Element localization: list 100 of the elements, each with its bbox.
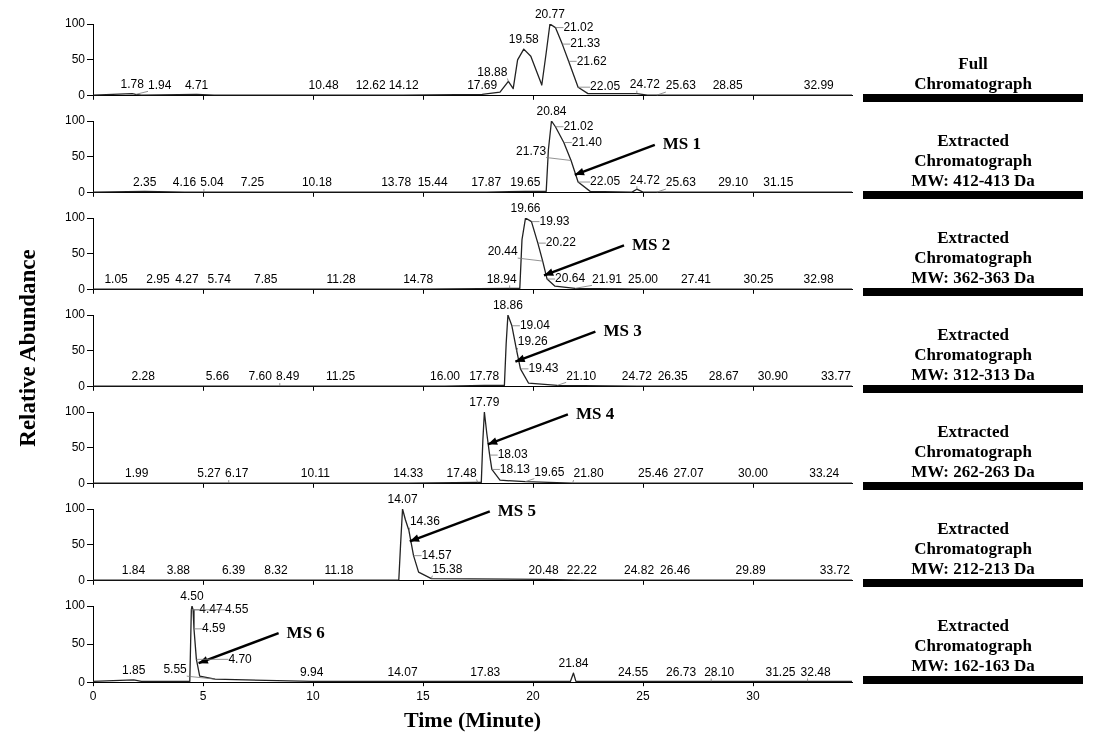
annotation: 25.63 <box>665 78 697 93</box>
annotation: 5.27 <box>197 466 221 481</box>
annotation: 17.78 <box>469 368 500 383</box>
y-tick-label: 50 <box>71 149 86 164</box>
annotation: 31.25 <box>765 664 796 679</box>
y-tick-label: 50 <box>71 246 86 261</box>
annotation: 11.18 <box>324 563 354 578</box>
annotation: 28.85 <box>712 78 744 93</box>
y-tick-label: 50 <box>71 537 86 552</box>
annotation: 29.10 <box>718 175 749 190</box>
annotation: 17.79 <box>469 395 500 410</box>
annotation: 19.65 <box>534 464 565 479</box>
annotation: 32.48 <box>800 664 831 679</box>
annotation: 10.18 <box>301 175 333 190</box>
annotation: 5.55 <box>163 662 188 677</box>
annotation: 19.65 <box>510 174 541 189</box>
annotation: 4.47 <box>199 602 224 617</box>
x-tick-label: 10 <box>306 688 320 703</box>
y-tick-label: 50 <box>71 343 86 358</box>
annotation: 21.62 <box>576 53 607 68</box>
y-tick-label: 50 <box>71 52 86 67</box>
annotation: 5.04 <box>200 175 224 190</box>
annotation: 28.10 <box>704 664 735 679</box>
annotation: MS 6 <box>286 622 325 642</box>
x-tick-label: 30 <box>746 688 760 703</box>
annotation: 21.02 <box>563 119 594 134</box>
annotation: 17.69 <box>467 77 498 92</box>
y-tick-label: 0 <box>78 476 86 491</box>
annotation: 5.66 <box>205 369 230 384</box>
x-axis-title: Time (Minute) <box>403 707 542 733</box>
annotation: 1.78 <box>120 76 145 91</box>
y-tick-label: 0 <box>78 573 86 588</box>
annotation: 21.02 <box>563 19 594 34</box>
text: Extracted Chromatograph MW: 412-413 Da <box>911 131 1036 190</box>
annotation: 10.11 <box>300 466 331 481</box>
y-tick-label: 100 <box>64 113 86 128</box>
annotation: 32.99 <box>803 78 835 93</box>
text: Extracted Chromatograph MW: 312-313 Da <box>911 325 1036 384</box>
y-tick-label: 100 <box>64 307 86 322</box>
annotation: 18.13 <box>499 461 531 476</box>
annotation: MS 4 <box>575 403 615 423</box>
annotation: 4.50 <box>180 589 204 604</box>
annotation: 30.25 <box>743 272 774 287</box>
annotation: 26.73 <box>666 664 697 679</box>
text: Extracted Chromatograph MW: 162-163 Da <box>911 616 1036 675</box>
annotation: 5.74 <box>207 272 232 287</box>
annotation: MS 3 <box>603 321 642 341</box>
annotation: 22.05 <box>590 174 621 189</box>
annotation: 21.40 <box>571 134 603 149</box>
annotation: 27.07 <box>673 466 704 481</box>
text: Extracted Chromatograph MW: 362-363 Da <box>911 228 1036 287</box>
annotation: 1.84 <box>121 563 146 578</box>
annotation: 19.43 <box>528 361 559 376</box>
annotation: 24.82 <box>624 563 655 578</box>
annotation: 26.35 <box>657 369 689 384</box>
annotation: 29.89 <box>735 563 766 578</box>
y-tick-label: 100 <box>64 404 86 419</box>
annotation: 8.49 <box>276 369 300 384</box>
annotation: 21.33 <box>570 36 601 51</box>
annotation: 17.48 <box>446 465 477 480</box>
annotation: 21.80 <box>573 466 604 481</box>
annotation: 11.28 <box>326 272 357 287</box>
annotation: MS 2 <box>632 234 671 254</box>
annotation: 25.00 <box>627 272 659 287</box>
annotation: 25.46 <box>638 466 669 481</box>
annotation: 20.84 <box>536 104 567 119</box>
y-tick-label: 0 <box>78 88 86 103</box>
annotation: 10.48 <box>308 78 339 93</box>
annotation: 18.86 <box>492 298 524 313</box>
annotation: 6.39 <box>221 563 246 578</box>
annotation: 13.78 <box>381 175 412 190</box>
annotation: 20.48 <box>528 562 559 577</box>
annotation: 27.41 <box>681 272 712 287</box>
y-tick-label: 0 <box>78 185 86 200</box>
annotation: 25.63 <box>665 175 697 190</box>
annotation: 19.04 <box>519 318 551 333</box>
y-tick-label: 100 <box>64 501 86 516</box>
annotation: 33.72 <box>819 563 851 578</box>
annotation: 4.16 <box>172 175 197 190</box>
annotation: 31.15 <box>763 175 794 190</box>
annotation: 20.22 <box>545 235 577 250</box>
annotation: 4.70 <box>228 651 253 666</box>
annotation: 33.24 <box>809 466 840 481</box>
annotation: 2.35 <box>133 174 157 189</box>
annotation: 21.73 <box>516 143 547 158</box>
y-tick-label: 100 <box>64 598 86 613</box>
annotation: 21.91 <box>592 271 623 286</box>
x-tick-label: 25 <box>636 688 650 703</box>
annotation: 32.98 <box>803 272 834 287</box>
annotation: 6.17 <box>225 466 249 481</box>
annotation: 8.32 <box>264 563 289 578</box>
annotation: 18.88 <box>477 64 508 79</box>
annotation: 24.72 <box>629 172 661 187</box>
annotation: 2.28 <box>131 369 156 384</box>
annotation: 1.85 <box>122 663 146 678</box>
annotation: 7.85 <box>254 272 278 287</box>
annotation: 19.58 <box>508 32 540 47</box>
text: Extracted Chromatograph MW: 262-263 Da <box>911 422 1036 481</box>
annotation: 7.25 <box>240 175 265 190</box>
annotation: 17.87 <box>471 175 502 190</box>
